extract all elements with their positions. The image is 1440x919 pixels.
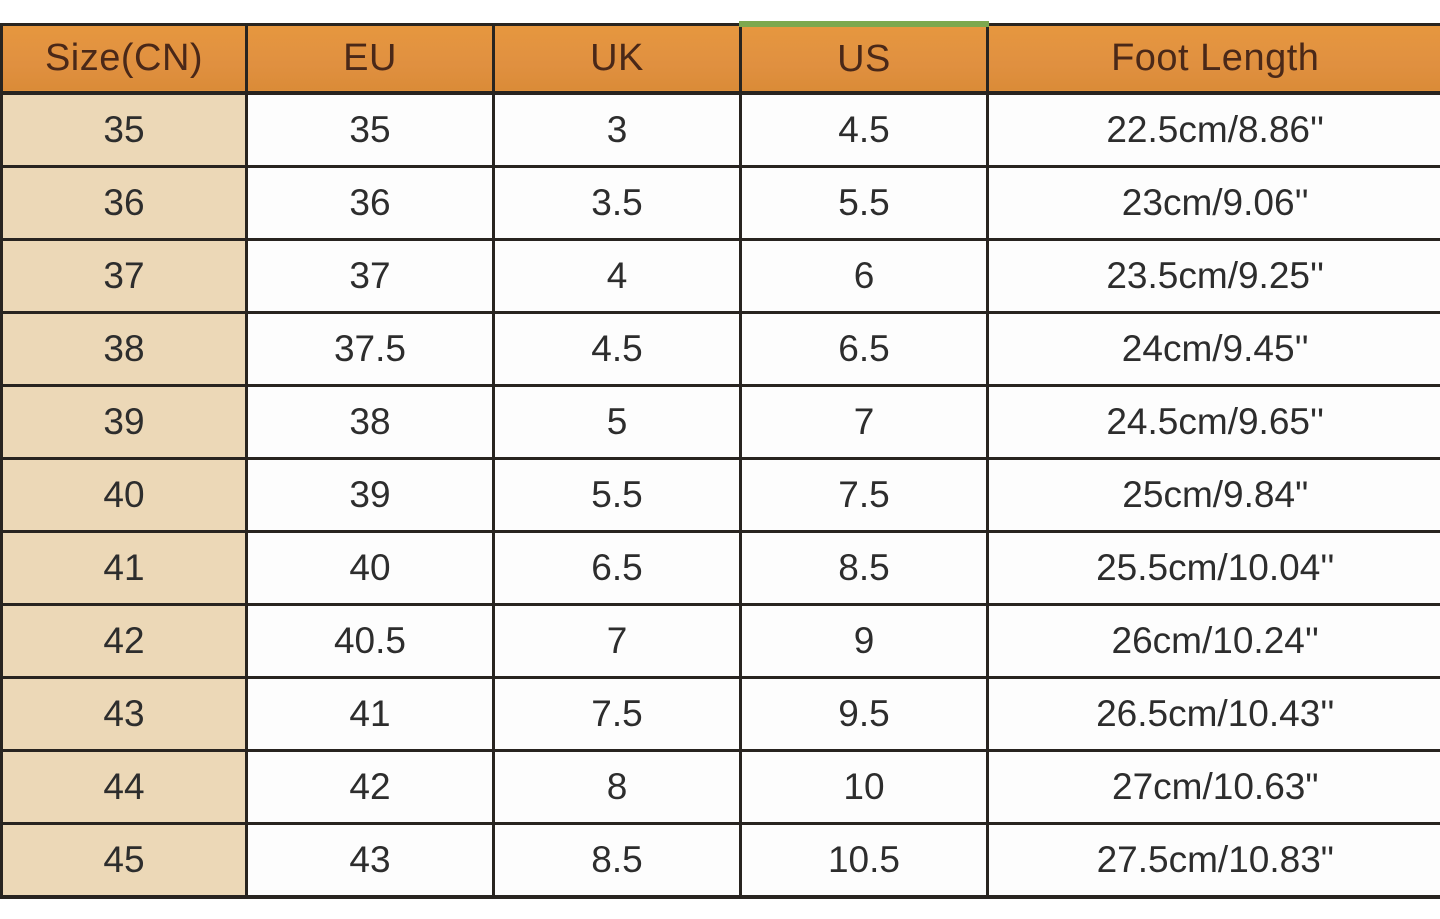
cell-us: 6 [739, 238, 989, 314]
column-header-uk: UK [492, 22, 742, 95]
cell-eu: 40.5 [245, 603, 495, 679]
cell-size-cn: 44 [0, 749, 248, 825]
cell-size-cn: 38 [0, 311, 248, 387]
column-header-us: US [739, 21, 989, 95]
table-row: 44 42 8 10 27cm/10.63" [0, 749, 1440, 825]
cell-uk: 3 [492, 91, 742, 168]
cell-size-cn: 35 [0, 91, 248, 168]
header-row: Size(CN) EU UK US Foot Length [0, 21, 1440, 95]
cell-uk: 4.5 [492, 311, 742, 387]
column-header-eu: EU [245, 22, 495, 95]
cell-foot-length: 23.5cm/9.25'' [986, 238, 1440, 314]
cell-us: 6.5 [739, 311, 989, 387]
cell-uk: 5.5 [492, 457, 742, 533]
cell-size-cn: 36 [0, 165, 248, 241]
cell-uk: 8 [492, 749, 742, 825]
table-row: 43 41 7.5 9.5 26.5cm/10.43'' [0, 676, 1440, 752]
cell-us: 10.5 [739, 822, 989, 899]
cell-foot-length: 22.5cm/8.86'' [986, 91, 1440, 168]
table-body: 35 35 3 4.5 22.5cm/8.86'' 36 36 3.5 5.5 … [0, 91, 1440, 899]
cell-size-cn: 42 [0, 603, 248, 679]
cell-foot-length: 27cm/10.63" [986, 749, 1440, 825]
cell-us: 7 [739, 384, 989, 460]
cell-foot-length: 24cm/9.45'' [986, 311, 1440, 387]
column-header-size-cn: Size(CN) [0, 22, 248, 95]
cell-eu: 40 [245, 530, 495, 606]
cell-eu: 36 [245, 165, 495, 241]
cell-uk: 6.5 [492, 530, 742, 606]
cell-size-cn: 43 [0, 676, 248, 752]
cell-us: 7.5 [739, 457, 989, 533]
table-row: 38 37.5 4.5 6.5 24cm/9.45'' [0, 311, 1440, 387]
cell-uk: 8.5 [492, 822, 742, 899]
cell-eu: 42 [245, 749, 495, 825]
cell-uk: 5 [492, 384, 742, 460]
cell-us: 9 [739, 603, 989, 679]
table-row: 40 39 5.5 7.5 25cm/9.84" [0, 457, 1440, 533]
cell-us: 8.5 [739, 530, 989, 606]
cell-eu: 43 [245, 822, 495, 899]
cell-size-cn: 41 [0, 530, 248, 606]
cell-size-cn: 40 [0, 457, 248, 533]
table-row: 41 40 6.5 8.5 25.5cm/10.04'' [0, 530, 1440, 606]
cell-foot-length: 25.5cm/10.04'' [986, 530, 1440, 606]
cell-uk: 4 [492, 238, 742, 314]
cell-foot-length: 26cm/10.24'' [986, 603, 1440, 679]
cell-foot-length: 25cm/9.84" [986, 457, 1440, 533]
size-conversion-table: Size(CN) EU UK US Foot Length 35 35 3 4.… [0, 21, 1440, 899]
cell-foot-length: 27.5cm/10.83" [986, 822, 1440, 899]
cell-eu: 37.5 [245, 311, 495, 387]
cell-eu: 35 [245, 91, 495, 168]
cell-uk: 7 [492, 603, 742, 679]
table-row: 35 35 3 4.5 22.5cm/8.86'' [0, 91, 1440, 168]
cell-us: 10 [739, 749, 989, 825]
table-row: 36 36 3.5 5.5 23cm/9.06'' [0, 165, 1440, 241]
table-row: 39 38 5 7 24.5cm/9.65'' [0, 384, 1440, 460]
cell-us: 9.5 [739, 676, 989, 752]
cell-eu: 39 [245, 457, 495, 533]
cell-us: 5.5 [739, 165, 989, 241]
cell-eu: 41 [245, 676, 495, 752]
cell-foot-length: 24.5cm/9.65'' [986, 384, 1440, 460]
table-row: 42 40.5 7 9 26cm/10.24'' [0, 603, 1440, 679]
column-header-foot-length: Foot Length [986, 22, 1440, 95]
cell-eu: 38 [245, 384, 495, 460]
cell-size-cn: 37 [0, 238, 248, 314]
cell-foot-length: 26.5cm/10.43'' [986, 676, 1440, 752]
cell-foot-length: 23cm/9.06'' [986, 165, 1440, 241]
cell-size-cn: 39 [0, 384, 248, 460]
table-row: 45 43 8.5 10.5 27.5cm/10.83" [0, 822, 1440, 899]
cell-uk: 3.5 [492, 165, 742, 241]
cell-uk: 7.5 [492, 676, 742, 752]
cell-us: 4.5 [739, 91, 989, 168]
table-row: 37 37 4 6 23.5cm/9.25'' [0, 238, 1440, 314]
cell-size-cn: 45 [0, 822, 248, 899]
cell-eu: 37 [245, 238, 495, 314]
